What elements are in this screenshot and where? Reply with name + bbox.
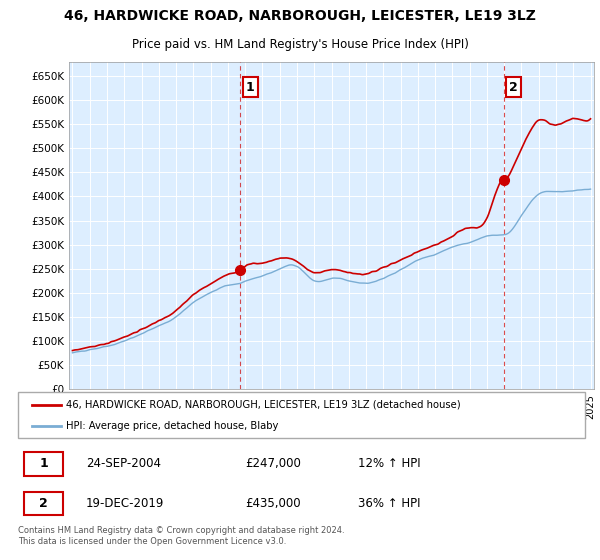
Text: 1: 1 [39,458,48,470]
Text: 1: 1 [245,81,254,94]
Text: HPI: Average price, detached house, Blaby: HPI: Average price, detached house, Blab… [66,421,278,431]
FancyBboxPatch shape [23,492,64,515]
Text: 46, HARDWICKE ROAD, NARBOROUGH, LEICESTER, LE19 3LZ (detached house): 46, HARDWICKE ROAD, NARBOROUGH, LEICESTE… [66,400,461,410]
Text: 2: 2 [509,81,517,94]
Text: 2: 2 [39,497,48,510]
Text: 36% ↑ HPI: 36% ↑ HPI [358,497,421,510]
Text: 12% ↑ HPI: 12% ↑ HPI [358,458,421,470]
Text: 46, HARDWICKE ROAD, NARBOROUGH, LEICESTER, LE19 3LZ: 46, HARDWICKE ROAD, NARBOROUGH, LEICESTE… [64,9,536,23]
Text: £247,000: £247,000 [245,458,301,470]
Text: £435,000: £435,000 [245,497,301,510]
FancyBboxPatch shape [23,452,64,475]
FancyBboxPatch shape [18,392,585,438]
Text: 19-DEC-2019: 19-DEC-2019 [86,497,164,510]
Text: Price paid vs. HM Land Registry's House Price Index (HPI): Price paid vs. HM Land Registry's House … [131,38,469,51]
Text: 24-SEP-2004: 24-SEP-2004 [86,458,161,470]
Text: Contains HM Land Registry data © Crown copyright and database right 2024.
This d: Contains HM Land Registry data © Crown c… [18,526,344,546]
